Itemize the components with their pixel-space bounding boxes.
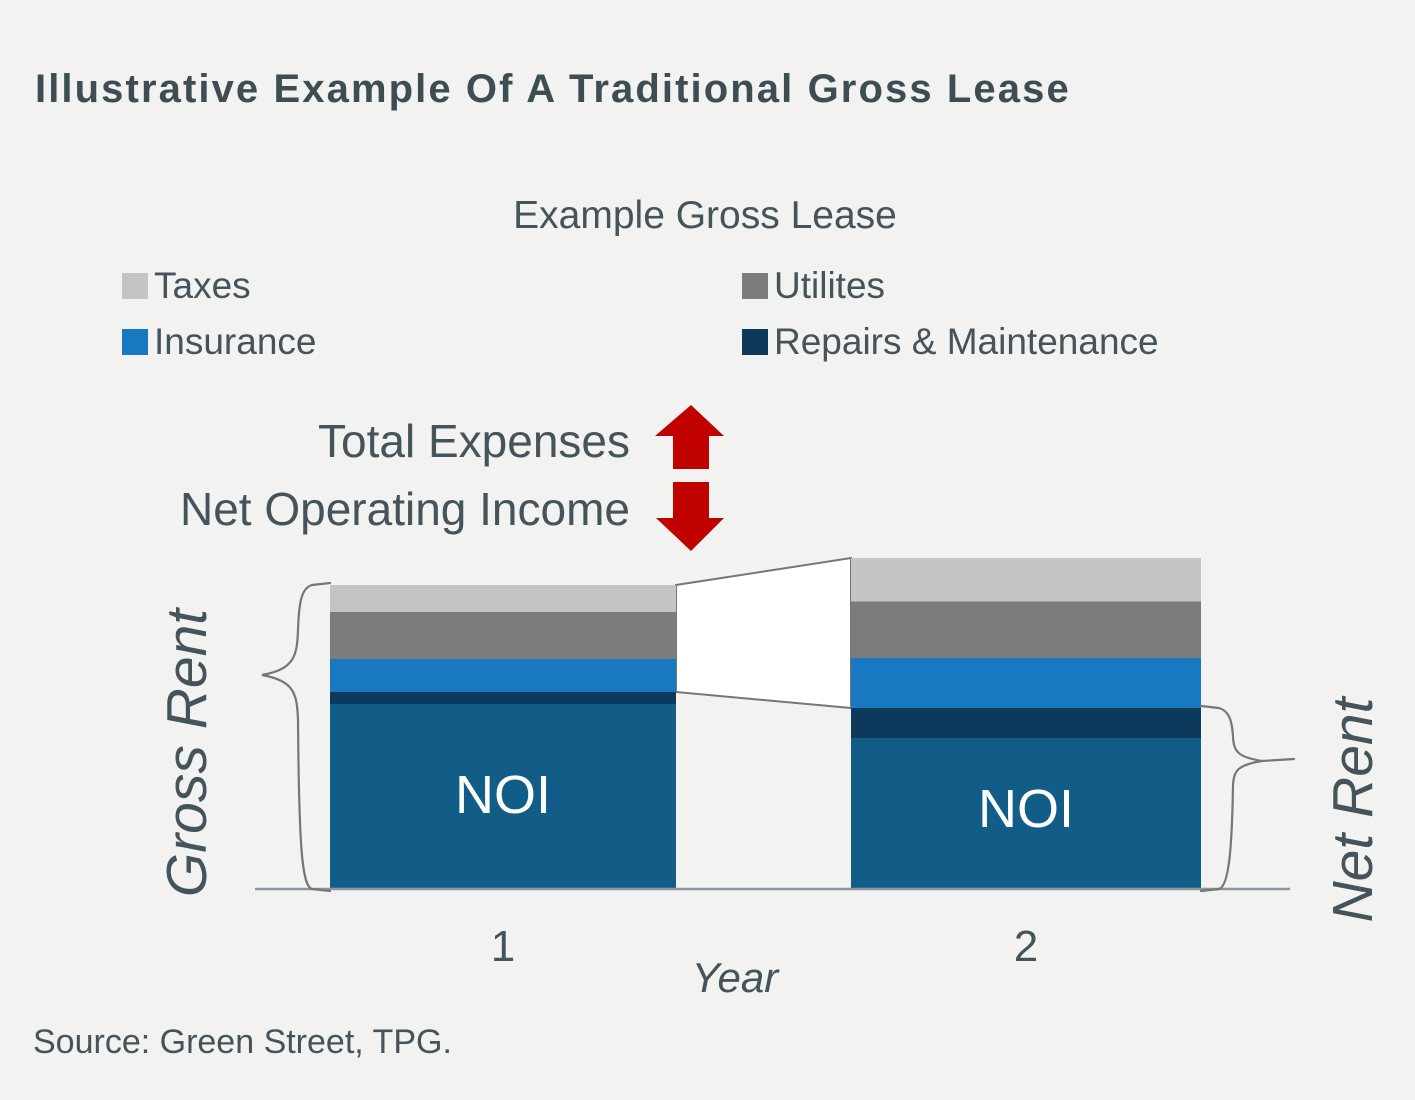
svg-text:Utilites: Utilites xyxy=(774,265,885,306)
svg-text:Insurance: Insurance xyxy=(154,321,317,362)
svg-text:NOI: NOI xyxy=(978,779,1074,839)
svg-text:Example Gross Lease: Example Gross Lease xyxy=(513,194,897,237)
svg-text:Year: Year xyxy=(692,954,780,1001)
svg-text:Total Expenses: Total Expenses xyxy=(318,415,630,467)
svg-text:Net Rent: Net Rent xyxy=(1321,695,1385,922)
svg-text:Net Operating Income: Net Operating Income xyxy=(180,483,630,535)
svg-text:Gross Rent: Gross Rent xyxy=(155,607,219,897)
svg-text:NOI: NOI xyxy=(455,765,551,825)
svg-text:2: 2 xyxy=(1014,922,1038,971)
svg-text:Illustrative Example Of A Trad: Illustrative Example Of A Traditional Gr… xyxy=(35,67,1071,111)
svg-text:Taxes: Taxes xyxy=(154,265,251,306)
svg-text:Repairs & Maintenance: Repairs & Maintenance xyxy=(774,321,1159,362)
svg-text:Source: Green Street, TPG.: Source: Green Street, TPG. xyxy=(33,1023,452,1061)
svg-text:1: 1 xyxy=(491,922,515,971)
